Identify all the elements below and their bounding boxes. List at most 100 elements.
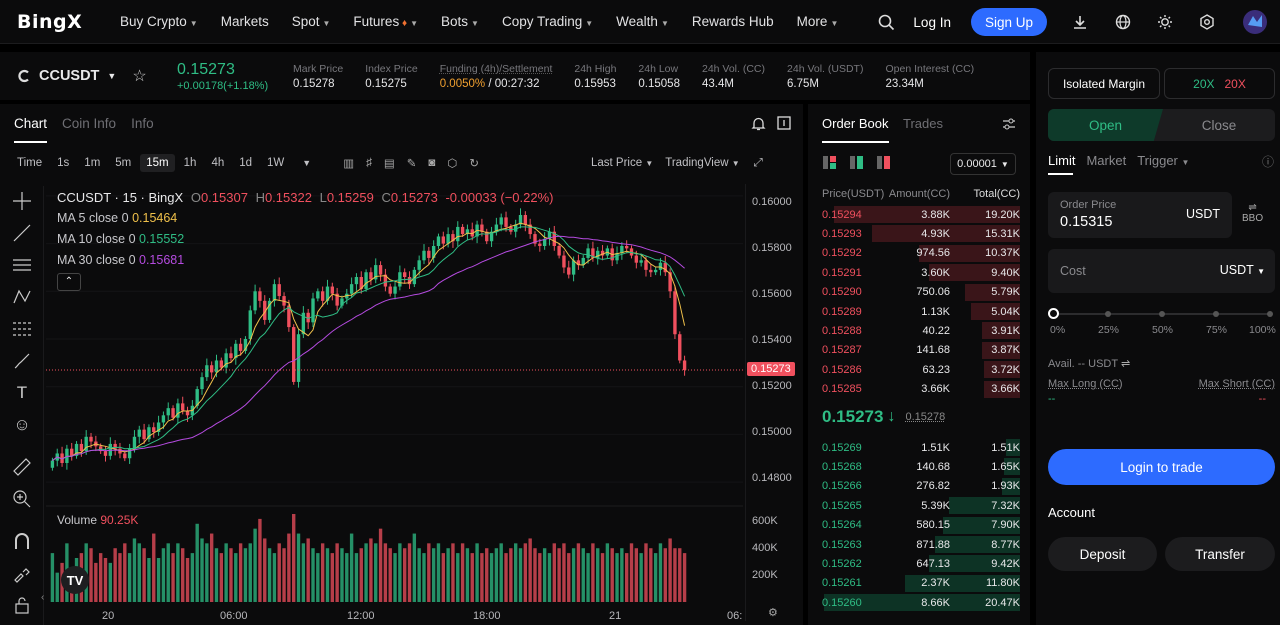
order-type-market[interactable]: Market	[1086, 153, 1127, 168]
lock-drawing-icon[interactable]	[11, 562, 33, 584]
close-tab[interactable]: Close	[1201, 117, 1237, 133]
candle-type-icon[interactable]: ♯	[366, 157, 372, 169]
bid-row[interactable]: 0.15260 8.66K 20.47K	[822, 593, 1020, 612]
tab-chart[interactable]: Chart	[14, 116, 47, 143]
brush-icon[interactable]	[11, 350, 33, 372]
symbol-selector[interactable]: CCUSDT ▼ ☆	[17, 66, 177, 86]
axis-settings-icon[interactable]: ⚙	[768, 607, 778, 619]
view-asks-icon[interactable]	[877, 156, 890, 172]
ask-row[interactable]: 0.15287 141.68 3.87K	[822, 341, 1020, 360]
cost-unit-select[interactable]: USDT ▼	[1219, 263, 1265, 277]
time-axis[interactable]: 20 06:00 12:00 18:00 21 06:	[102, 610, 743, 622]
pattern-icon[interactable]	[11, 286, 33, 308]
globe-icon[interactable]	[1114, 13, 1132, 31]
nav-spot[interactable]: Spot ▼	[291, 14, 331, 29]
last-price-select[interactable]: Last Price ▼	[590, 157, 654, 169]
tf-1h[interactable]: 1h	[183, 157, 197, 169]
ask-row[interactable]: 0.15293 4.93K 15.31K	[822, 224, 1020, 243]
tab-coin-info[interactable]: Coin Info	[62, 116, 117, 131]
signup-button[interactable]: Sign Up	[970, 8, 1047, 36]
fullscreen-icon[interactable]: ⤢	[753, 156, 763, 169]
cost-field[interactable]: Cost USDT ▼	[1048, 249, 1275, 293]
horizontal-lines-icon[interactable]	[11, 254, 33, 276]
nav-buy-crypto[interactable]: Buy Crypto ▼	[120, 14, 198, 29]
tf-time[interactable]: Time	[17, 157, 43, 169]
margin-mode-button[interactable]: Isolated Margin	[1048, 68, 1160, 99]
tf-1d[interactable]: 1d	[239, 157, 253, 169]
nav-futures[interactable]: Futures ♦ ▼	[353, 14, 419, 29]
camera-icon[interactable]: ◙	[428, 157, 436, 169]
settings-icon[interactable]	[1198, 13, 1216, 31]
chevron-down-icon[interactable]: ▼	[302, 158, 312, 168]
stat-funding[interactable]: Funding (4h)/Settlement 0.0050% / 00:27:3…	[439, 62, 553, 90]
bid-row[interactable]: 0.15263 871.88 8.77K	[822, 535, 1020, 554]
bid-row[interactable]: 0.15268 140.68 1.65K	[822, 457, 1020, 476]
bid-row[interactable]: 0.15262 647.13 9.42K	[822, 554, 1020, 573]
transfer-button[interactable]: Transfer	[1165, 537, 1275, 571]
ob-settings-icon[interactable]	[1002, 117, 1016, 134]
bbo-button[interactable]: ⇌ BBO	[1242, 202, 1264, 224]
bid-row[interactable]: 0.15265 5.39K 7.32K	[822, 496, 1020, 515]
crosshair-icon[interactable]	[11, 190, 33, 212]
draw-pencil-icon[interactable]: ✎	[406, 158, 417, 170]
chevron-left-icon[interactable]: ‹	[41, 592, 45, 603]
bid-row[interactable]: 0.15261 2.37K 11.80K	[822, 574, 1020, 593]
price-axis[interactable]: 0.16000 0.15800 0.15600 0.15400 0.15200 …	[745, 184, 803, 621]
search-icon[interactable]	[877, 13, 895, 31]
nav-more[interactable]: More ▼	[796, 14, 839, 29]
candlestick-chart[interactable]	[46, 184, 743, 621]
ask-row[interactable]: 0.15288 40.22 3.91K	[822, 321, 1020, 340]
bar-style-icon[interactable]: ▤	[383, 158, 395, 170]
ask-row[interactable]: 0.15285 3.66K 3.66K	[822, 380, 1020, 399]
order-price-input[interactable]: 0.15315	[1060, 214, 1113, 230]
emoji-icon[interactable]: ☺	[13, 415, 31, 434]
lock-icon[interactable]	[11, 594, 33, 616]
avatar[interactable]	[1242, 9, 1268, 35]
fib-icon[interactable]	[11, 318, 33, 340]
nav-copy-trading[interactable]: Copy Trading ▼	[501, 14, 594, 29]
theme-sun-icon[interactable]	[1156, 13, 1174, 31]
login-to-trade-button[interactable]: Login to trade	[1048, 449, 1275, 485]
slider-handle[interactable]	[1048, 308, 1059, 319]
reset-icon[interactable]: ↻	[469, 158, 479, 170]
zoom-icon[interactable]	[11, 488, 33, 510]
nav-bots[interactable]: Bots ▼	[441, 14, 479, 29]
ruler-icon[interactable]	[11, 456, 33, 478]
transfer-swap-icon[interactable]: ⇌	[1120, 358, 1131, 370]
login-link[interactable]: Log In	[913, 14, 951, 30]
tab-info[interactable]: Info	[131, 116, 154, 131]
text-tool-icon[interactable]: T	[16, 383, 28, 402]
indicators-icon[interactable]: ▥	[343, 158, 355, 170]
bid-row[interactable]: 0.15264 580.15 7.90K	[822, 516, 1020, 535]
bell-icon[interactable]	[751, 116, 766, 134]
ask-row[interactable]: 0.15286 63.23 3.72K	[822, 360, 1020, 379]
tab-trades[interactable]: Trades	[903, 116, 943, 131]
tf-5m[interactable]: 5m	[115, 157, 132, 169]
bingx-logo[interactable]: BingX	[17, 10, 83, 33]
nav-markets[interactable]: Markets	[220, 14, 269, 29]
tf-15m[interactable]: 15m	[140, 154, 175, 172]
ask-row[interactable]: 0.15291 3.60K 9.40K	[822, 263, 1020, 282]
expand-panel-icon[interactable]	[777, 116, 791, 133]
nav-rewards-hub[interactable]: Rewards Hub	[691, 14, 774, 29]
magnet-icon[interactable]	[11, 530, 33, 552]
trend-line-icon[interactable]	[11, 222, 33, 244]
bid-row[interactable]: 0.15269 1.51K 1.51K	[822, 438, 1020, 457]
order-price-field[interactable]: Order Price 0.15315 USDT	[1048, 192, 1232, 238]
favorite-star-icon[interactable]: ☆	[132, 68, 147, 85]
download-icon[interactable]	[1071, 13, 1089, 31]
view-bids-icon[interactable]	[850, 156, 863, 172]
view-both-icon[interactable]	[823, 156, 836, 172]
tab-order-book[interactable]: Order Book	[822, 116, 889, 143]
deposit-button[interactable]: Deposit	[1048, 537, 1157, 571]
ask-row[interactable]: 0.15290 750.06 5.79K	[822, 283, 1020, 302]
ask-row[interactable]: 0.15289 1.13K 5.04K	[822, 302, 1020, 321]
open-tab[interactable]: Open	[1048, 109, 1163, 141]
tf-1m[interactable]: 1m	[84, 157, 101, 169]
bid-row[interactable]: 0.15266 276.82 1.93K	[822, 477, 1020, 496]
tradingview-select[interactable]: TradingView ▼	[665, 157, 740, 169]
tf-1s[interactable]: 1s	[57, 157, 70, 169]
precision-select[interactable]: 0.00001 ▼	[950, 153, 1016, 175]
ask-row[interactable]: 0.15292 974.56 10.37K	[822, 244, 1020, 263]
ask-row[interactable]: 0.15294 3.88K 19.20K	[822, 205, 1020, 224]
